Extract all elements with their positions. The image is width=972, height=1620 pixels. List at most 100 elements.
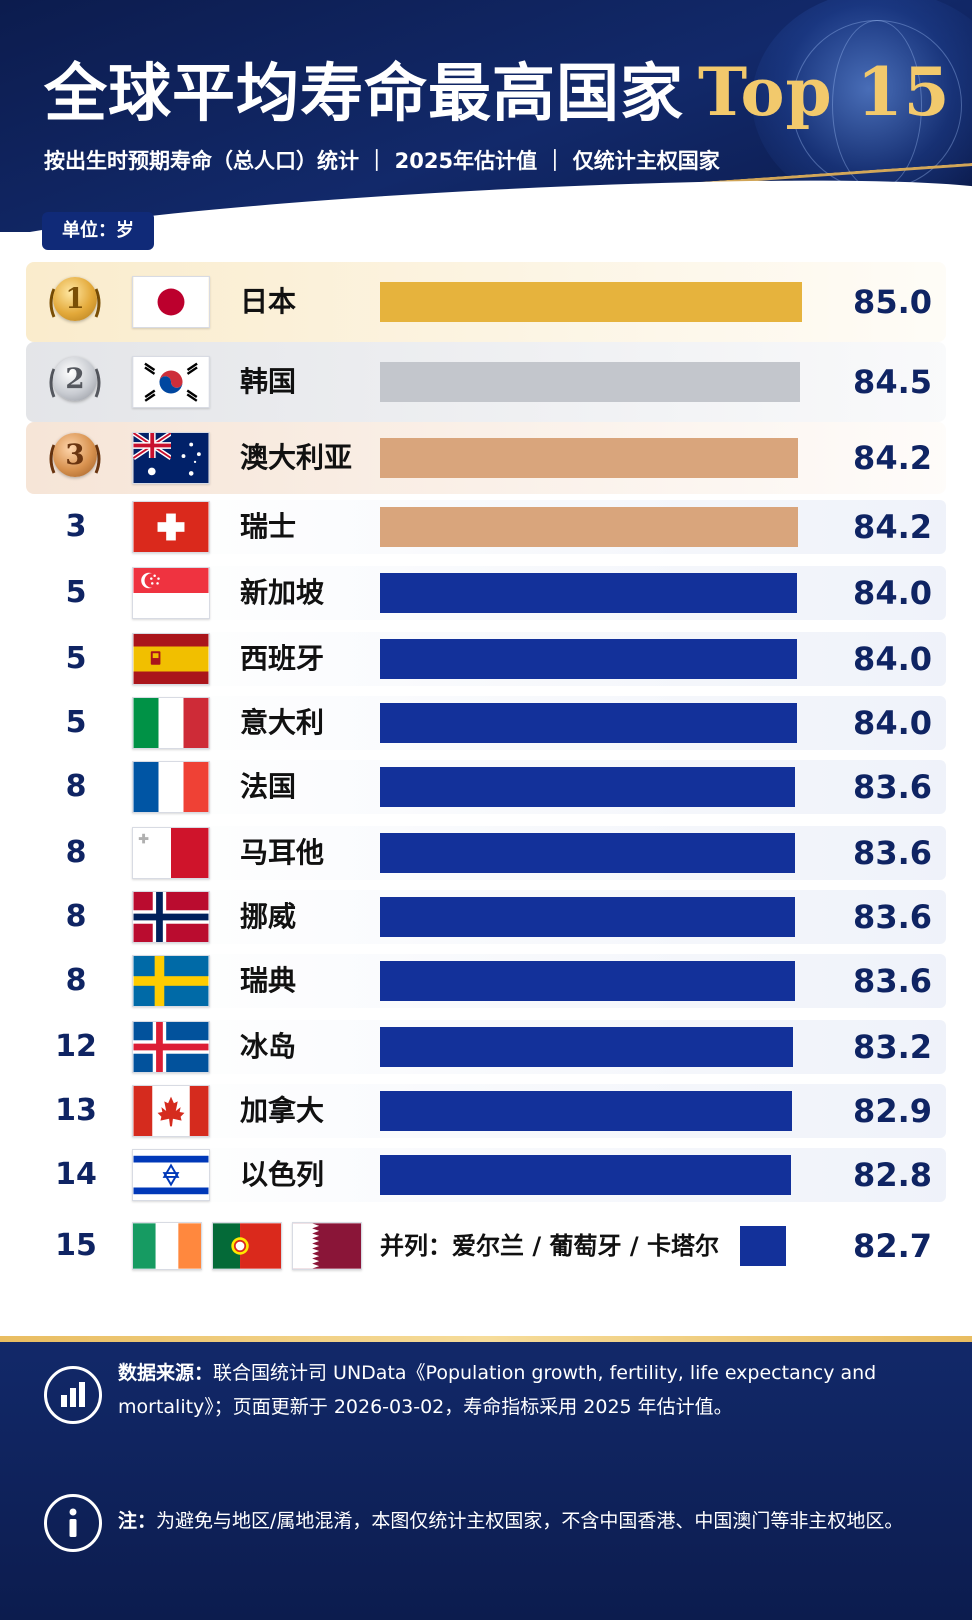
bar — [380, 1091, 792, 1131]
italy-flag — [132, 697, 210, 749]
page-title: 全球平均寿命最高国家 Top 15 — [44, 52, 951, 134]
rank-number: 8 — [65, 769, 87, 804]
medal-disc — [53, 433, 97, 477]
chart-row: 8 瑞典 83.6 — [0, 950, 972, 1012]
bar — [380, 961, 795, 1001]
value-label: 84.0 — [853, 704, 932, 742]
chart-row: 1 日本 85.0 — [0, 262, 972, 342]
footer: 数据来源：联合国统计司 UNData《Population growth, fe… — [0, 1336, 972, 1620]
country-name: 加拿大 — [240, 1094, 325, 1127]
rank-number: 5 — [65, 575, 87, 610]
chart-row: 3 澳大利亚 84.2 — [0, 422, 972, 494]
chart-row: 5 意大利 84.0 — [0, 692, 972, 754]
rank-number: 2 — [65, 362, 85, 395]
note-text: 为避免与地区/属地混淆，本图仅统计主权国家，不含中国香港、中国澳门等非主权地区。 — [156, 1510, 904, 1532]
medal-disc — [53, 277, 97, 321]
spain-flag — [132, 633, 210, 685]
bar — [380, 282, 802, 322]
title-main: 全球平均寿命最高国家 — [44, 57, 684, 130]
chart-row: 3 瑞士 84.2 — [0, 496, 972, 558]
title-accent: Top 15 — [698, 53, 951, 131]
qatar-flag — [292, 1222, 362, 1270]
silver-medal-icon: 2 — [44, 351, 106, 413]
source-text: 联合国统计司 UNData《Population growth, fertili… — [118, 1362, 877, 1418]
chart-row: 13 加拿大 82.9 — [0, 1080, 972, 1142]
bar — [740, 1226, 786, 1266]
country-name: 西班牙 — [240, 642, 325, 675]
portugal-flag — [212, 1222, 282, 1270]
value-label: 82.9 — [853, 1092, 932, 1130]
australia-flag — [132, 432, 210, 484]
bar — [380, 507, 798, 547]
country-name: 以色列 — [240, 1158, 325, 1191]
rank-number: 3 — [65, 509, 87, 544]
footer-gold-edge — [0, 1336, 972, 1342]
rank-number: 14 — [55, 1157, 97, 1192]
chart-row: 8 法国 83.6 — [0, 756, 972, 818]
bar — [380, 703, 797, 743]
source-label: 数据来源： — [118, 1362, 214, 1384]
country-name: 马耳他 — [240, 836, 325, 869]
value-label: 85.0 — [853, 283, 932, 321]
data-source-note: 数据来源：联合国统计司 UNData《Population growth, fe… — [118, 1356, 948, 1424]
chart-row: 5 西班牙 84.0 — [0, 628, 972, 690]
rank-number: 8 — [65, 963, 87, 998]
iceland-flag — [132, 1021, 210, 1073]
info-icon — [44, 1494, 102, 1552]
france-flag — [132, 761, 210, 813]
country-name: 冰岛 — [240, 1030, 297, 1063]
header-banner: 全球平均寿命最高国家 Top 15 按出生时预期寿命（总人口）统计 ｜ 2025年… — [0, 0, 972, 232]
country-name: 日本 — [240, 285, 297, 318]
rank-number: 13 — [55, 1093, 97, 1128]
rank-number: 8 — [65, 899, 87, 934]
japan-flag — [132, 276, 210, 328]
disclaimer-note: 注：为避免与地区/属地混淆，本图仅统计主权国家，不含中国香港、中国澳门等非主权地… — [118, 1504, 948, 1538]
canada-flag — [132, 1085, 210, 1137]
country-name: 新加坡 — [240, 576, 325, 609]
country-name: 韩国 — [240, 365, 297, 398]
medal-disc — [53, 357, 97, 401]
south-korea-flag — [132, 356, 210, 408]
value-label: 82.7 — [853, 1227, 932, 1265]
chart-row: 8 马耳他 83.6 — [0, 822, 972, 884]
singapore-flag — [132, 567, 210, 619]
country-name: 瑞士 — [240, 510, 297, 543]
chart-row: 8 挪威 83.6 — [0, 886, 972, 948]
rank-number: 5 — [65, 705, 87, 740]
israel-flag — [132, 1149, 210, 1201]
malta-flag — [132, 827, 210, 879]
country-name: 意大利 — [240, 706, 325, 739]
bar — [380, 767, 795, 807]
rank-number: 12 — [55, 1029, 97, 1064]
bar — [380, 833, 795, 873]
rank-number: 3 — [65, 438, 85, 471]
chart-row: 5 新加坡 84.0 — [0, 562, 972, 624]
tie-countries-label: 并列：爱尔兰 / 葡萄牙 / 卡塔尔 — [380, 1232, 719, 1260]
country-name: 瑞典 — [240, 964, 297, 997]
value-label: 83.6 — [853, 768, 932, 806]
country-name: 澳大利亚 — [240, 441, 353, 474]
chart-row: 14 以色列 82.8 — [0, 1144, 972, 1206]
value-label: 84.5 — [853, 363, 932, 401]
gold-medal-icon: 1 — [44, 271, 106, 333]
page-subtitle: 按出生时预期寿命（总人口）统计 ｜ 2025年估计值 ｜ 仅统计主权国家 — [44, 149, 720, 173]
value-label: 83.2 — [853, 1028, 932, 1066]
bar — [380, 1155, 791, 1195]
unit-badge: 单位：岁 — [42, 212, 154, 250]
note-label: 注： — [118, 1510, 157, 1532]
rank-number: 1 — [65, 282, 85, 315]
norway-flag — [132, 891, 210, 943]
chart-row: 12 冰岛 83.2 — [0, 1016, 972, 1078]
bar — [380, 897, 795, 937]
rank-number: 8 — [65, 835, 87, 870]
bar — [380, 438, 798, 478]
chart-row: 2 韩国 84.5 — [0, 342, 972, 422]
ireland-flag — [132, 1222, 202, 1270]
bar — [380, 1027, 793, 1067]
value-label: 83.6 — [853, 962, 932, 1000]
value-label: 83.6 — [853, 834, 932, 872]
rank-number: 15 — [55, 1228, 97, 1263]
bronze-medal-icon: 3 — [44, 427, 106, 489]
value-label: 84.2 — [853, 439, 932, 477]
value-label: 84.0 — [853, 640, 932, 678]
